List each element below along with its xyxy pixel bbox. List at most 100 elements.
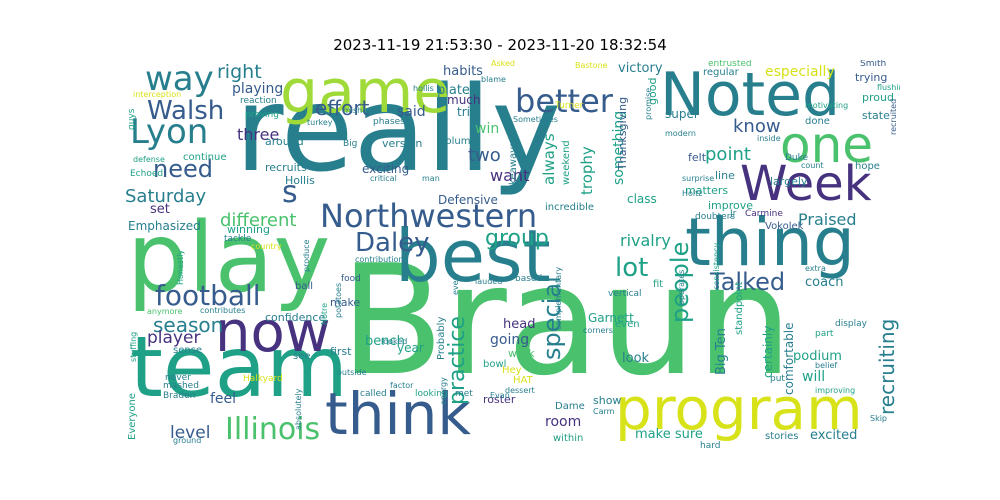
word-interception: interception <box>133 90 182 99</box>
word-carm: Carm <box>593 407 615 416</box>
word-class: class <box>627 192 657 206</box>
word-victory: victory <box>618 61 663 76</box>
word-operates: operates <box>677 269 686 305</box>
word-talked: Talked <box>710 268 786 296</box>
word-vertical: vertical <box>608 289 642 299</box>
word-duke: Duke <box>785 153 809 163</box>
word-done: done <box>805 116 830 127</box>
word-make: make <box>330 296 361 309</box>
word-entrusted: entrusted <box>708 60 752 69</box>
word-every: every <box>451 272 460 295</box>
word-extra: extra <box>805 264 826 273</box>
word-asked: Asked <box>491 60 515 68</box>
word-mishap: mishap <box>343 106 373 115</box>
word-energy: energy <box>439 377 448 405</box>
word-never: never <box>165 373 191 383</box>
word-standpoint: standpoint <box>734 281 745 335</box>
word-hollis: Hollis <box>285 174 315 187</box>
word-weekend: weekend <box>561 140 572 185</box>
word-regular: regular <box>703 67 739 78</box>
word-promise: promise <box>644 87 653 120</box>
word-vokolek: Vokolek <box>765 221 804 232</box>
word-smith: Smith <box>860 60 887 69</box>
word-lyon: Lyon <box>130 112 209 152</box>
word-two: two <box>468 145 501 166</box>
word-inside: inside <box>757 134 781 143</box>
word-flushing: flushing <box>877 83 900 92</box>
word-emphasized: Emphasized <box>128 219 201 233</box>
word-trip: trip <box>457 105 478 119</box>
word-big-ten: Big Ten <box>714 328 729 375</box>
word-week: Week <box>740 156 872 212</box>
word-feel: feel <box>210 391 237 407</box>
word-coach: coach <box>805 275 844 290</box>
word-part: part <box>815 329 834 339</box>
word-outside: outside <box>337 368 367 377</box>
word-room: room <box>545 414 582 430</box>
word-consistency: consistency <box>712 242 721 290</box>
word-cloud: Braun really play team best thing game N… <box>125 60 900 450</box>
word-lauded: lauded <box>475 277 503 286</box>
word-make-sure: make sure <box>635 427 703 442</box>
word-right: right <box>217 61 262 83</box>
word-noted: Noted <box>660 60 841 130</box>
word-hat: HAT <box>513 375 533 386</box>
word-factor: factor <box>390 381 414 390</box>
word-trying: trying <box>855 71 888 84</box>
word-stories: stories <box>765 431 799 442</box>
word-dessert: dessert <box>505 386 535 395</box>
word-one: one <box>780 116 874 174</box>
word-always: always <box>540 133 558 185</box>
word-program: program <box>615 375 863 443</box>
word-motivating: motivating <box>805 101 849 110</box>
word-thanksgiving: Thanksgiving <box>616 96 629 170</box>
word-turner: Turner <box>555 101 584 111</box>
word-really: really <box>235 60 562 198</box>
word-hollis-small: hollis <box>413 84 434 93</box>
word-play: play <box>127 202 331 314</box>
word-belief: belief <box>815 361 838 370</box>
word-improve: improve <box>708 199 754 212</box>
word-defense: defense <box>133 155 165 164</box>
chart-title: 2023-11-19 21:53:30 - 2023-11-20 18:32:5… <box>333 36 667 54</box>
word-absolutely: absolutely <box>294 388 303 430</box>
word-anymore: anymore <box>147 307 183 316</box>
word-holtz: Holtz <box>682 189 703 198</box>
word-see: see <box>293 351 311 362</box>
word-head: head <box>503 317 536 332</box>
word-probably: Probably <box>436 316 447 360</box>
word-football: football <box>155 279 261 312</box>
word-honestly: Honestly <box>176 249 185 285</box>
word-stuffing: stuffing <box>129 331 138 362</box>
word-hard: hard <box>700 441 721 451</box>
word-level: level <box>170 423 211 443</box>
word-blame: blame <box>481 75 506 84</box>
word-line: line <box>715 169 735 182</box>
word-critical: critical <box>370 174 397 183</box>
word-especially: especially <box>765 64 835 80</box>
word-effort: effort <box>315 96 370 120</box>
word-player: player <box>147 328 201 348</box>
word-will: will <box>802 369 826 385</box>
word-defensive: Defensive <box>438 193 498 207</box>
word-confidence: confidence <box>265 311 326 324</box>
word-recruited: recruited <box>889 98 898 135</box>
word-thing: thing <box>685 204 855 281</box>
word-complementary: complementary <box>554 266 563 330</box>
word-version: version <box>382 137 423 150</box>
word-team: team <box>130 318 348 416</box>
word-takeaways: takeaways <box>508 141 519 195</box>
word-modern: modern <box>665 129 696 138</box>
word-met: met <box>455 389 473 399</box>
word-big: Big <box>343 139 358 149</box>
word-proud: proud <box>862 91 894 104</box>
word-praised: Praised <box>798 210 857 229</box>
word-halkyard: Halkyard <box>243 374 283 384</box>
word-trophy: trophy <box>578 146 596 195</box>
word-winning: winning <box>227 223 271 236</box>
word-food: food <box>341 274 361 284</box>
word-comfortable: comfortable <box>782 322 796 395</box>
word-within: within <box>553 433 584 444</box>
word-dame: Dame <box>555 401 585 412</box>
word-guys: guys <box>127 108 137 130</box>
